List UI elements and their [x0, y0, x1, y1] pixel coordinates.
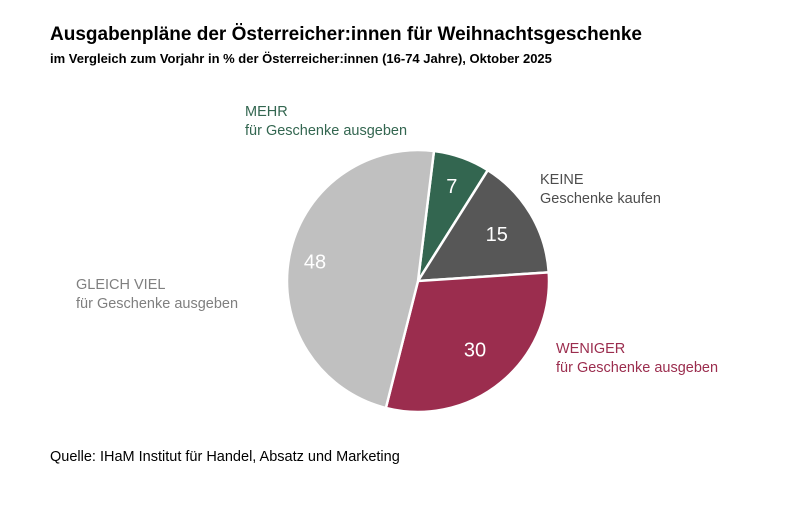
slice-value-gleich-viel: 48: [304, 252, 326, 274]
pie-slice-weniger: [384, 271, 551, 414]
slice-value-weniger: 30: [464, 339, 486, 361]
pie-slice-keine: [416, 168, 550, 283]
slice-label-gleich-viel: GLEICH VIEL für Geschenke ausgeben: [76, 276, 238, 314]
slice-label-weniger: WENIGER für Geschenke ausgeben: [556, 340, 718, 378]
slice-label-weniger-desc: für Geschenke ausgeben: [556, 360, 719, 376]
slice-label-weniger-title: WENIGER: [556, 341, 626, 357]
slice-label-gleich-viel-desc: für Geschenke ausgeben: [76, 296, 239, 312]
chart-title: Ausgabenpläne der Österreicher:innen für…: [50, 24, 642, 45]
slice-label-keine-desc: Geschenke kaufen: [540, 191, 661, 207]
slice-label-keine: KEINE Geschenke kaufen: [540, 171, 661, 209]
slice-label-mehr-desc: für Geschenke ausgeben: [245, 123, 408, 139]
slice-label-mehr-title: MEHR: [245, 104, 288, 120]
slice-label-keine-title: KEINE: [540, 172, 584, 188]
slice-label-gleich-viel-title: GLEICH VIEL: [76, 277, 166, 293]
pie-slice-gleich-viel: [285, 148, 436, 410]
slice-value-mehr: 7: [446, 176, 457, 198]
slice-value-keine: 15: [486, 224, 508, 246]
slice-label-mehr: MEHR für Geschenke ausgeben: [245, 103, 407, 141]
chart-subtitle: im Vergleich zum Vorjahr in % der Österr…: [50, 51, 552, 66]
source-note: Quelle: IHaM Institut für Handel, Absatz…: [50, 449, 400, 465]
